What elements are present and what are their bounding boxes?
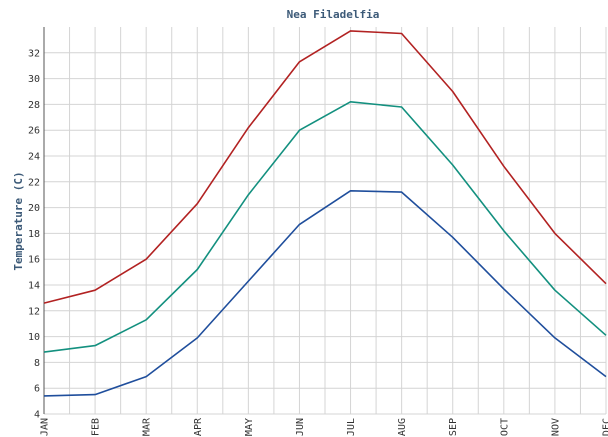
y-tick-label: 8 <box>34 358 40 369</box>
chart-title: Nea Filadelfia <box>287 8 380 21</box>
series-line-1 <box>43 30 607 304</box>
y-tick-label: 20 <box>28 203 40 214</box>
y-tick-label: 32 <box>28 48 40 59</box>
x-tick-label: SEP <box>448 418 459 436</box>
y-tick-labels: 4 6 8 10 12 14 16 18 20 22 24 26 28 30 32 <box>28 48 40 420</box>
x-tick-label: OCT <box>499 418 510 436</box>
y-tick-label: 30 <box>28 74 40 85</box>
grid <box>43 27 607 415</box>
x-tick-label: FEB <box>91 418 102 436</box>
y-tick-label: 26 <box>28 126 40 137</box>
series-line-2 <box>43 101 607 353</box>
x-tick-label: NOV <box>550 418 561 436</box>
series-lines <box>43 30 607 397</box>
x-tick-labels: JAN FEB MAR APR MAY JUN JUL AUG SEP OCT NOV DEC <box>40 417 608 436</box>
y-tick-label: 18 <box>28 229 40 240</box>
y-tick-label: 4 <box>34 410 40 421</box>
y-tick-label: 28 <box>28 100 40 111</box>
x-tick-label: JAN <box>40 418 51 436</box>
y-tick-label: 24 <box>28 152 40 163</box>
y-tick-label: 10 <box>28 332 40 343</box>
x-tick-label: AUG <box>397 418 408 436</box>
y-tick-label: 6 <box>34 384 40 395</box>
x-tick-label: DEC <box>602 418 608 436</box>
y-tick-label: 12 <box>28 306 40 317</box>
x-tick-label: MAY <box>244 418 255 436</box>
y-axis-label: Temperature (C) <box>12 171 25 270</box>
y-tick-label: 16 <box>28 255 40 266</box>
x-tick-label: JUL <box>346 418 357 436</box>
series-line-3 <box>43 190 607 397</box>
x-tick-label: JUN <box>295 418 306 436</box>
y-tick-label: 14 <box>28 281 40 292</box>
x-tick-label: APR <box>193 417 204 436</box>
y-tick-label: 22 <box>28 177 40 188</box>
x-tick-label: MAR <box>142 417 153 436</box>
